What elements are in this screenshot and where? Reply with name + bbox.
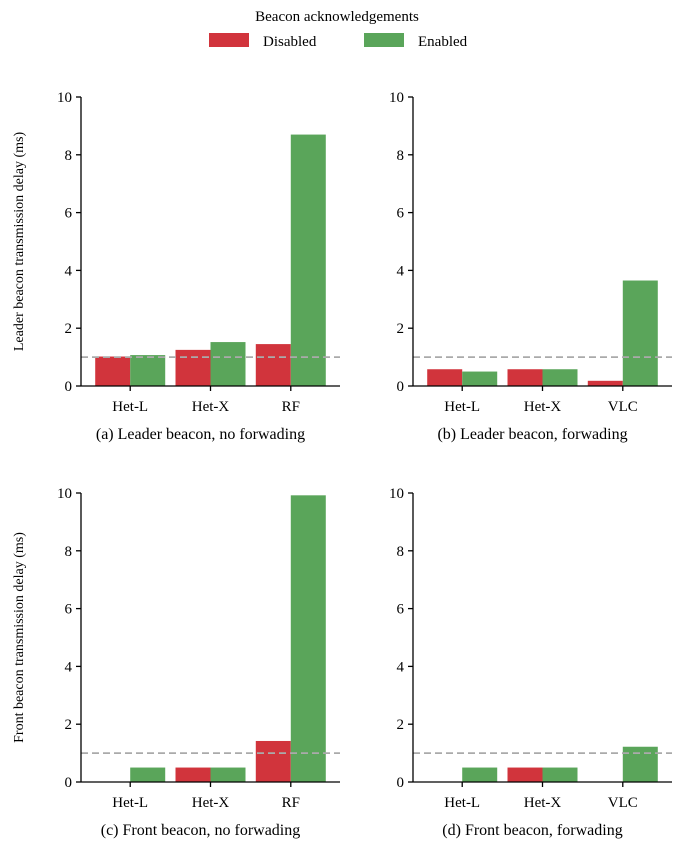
chart-panel-3: Het-L Het-X RF 0 2 4 6 8 10 Front beacon transmis… (12, 486, 340, 839)
bar-enabled-het-l (462, 371, 498, 386)
bar-enabled-vlc (622, 746, 658, 782)
y-tick-label: 8 (397, 544, 405, 560)
bar-disabled-het-x (507, 767, 543, 782)
x-tick-label: Het-X (524, 795, 562, 811)
panel-caption: (d) Front beacon, forwading (442, 822, 622, 839)
y-axis-label: Leader beacon transmission delay (ms) (12, 132, 27, 352)
bar-disabled-het-x (175, 767, 211, 782)
bar-disabled-het-l (427, 369, 463, 386)
y-tick-label: 10 (57, 486, 72, 502)
y-tick-label: 6 (397, 602, 405, 618)
y-tick-label: 2 (65, 717, 73, 733)
legend-label-enabled: Enabled (418, 34, 468, 50)
y-tick-label: 0 (397, 379, 405, 395)
legend-swatch-enabled (364, 33, 404, 47)
bar-enabled-het-x (210, 767, 246, 782)
bar-disabled-het-x (175, 349, 211, 386)
bar-enabled-rf (290, 495, 326, 782)
y-tick-label: 6 (397, 206, 405, 222)
x-tick-label: RF (282, 795, 300, 811)
legend-label-disabled: Disabled (263, 34, 317, 50)
y-tick-label: 0 (65, 379, 73, 395)
bar-disabled-rf (255, 344, 291, 386)
y-tick-label: 8 (397, 148, 405, 164)
x-tick-label: Het-L (112, 795, 148, 811)
x-tick-label: Het-L (444, 399, 480, 415)
x-tick-label: Het-X (192, 399, 230, 415)
panel-caption: (a) Leader beacon, no forwading (96, 426, 305, 443)
y-tick-label: 8 (65, 148, 73, 164)
x-tick-label: Het-X (192, 795, 230, 811)
x-tick-label: VLC (608, 795, 638, 811)
bar-disabled-het-l (95, 356, 131, 386)
y-tick-label: 0 (65, 775, 73, 791)
legend-swatch-disabled (209, 33, 249, 47)
y-tick-label: 10 (389, 90, 404, 106)
bar-enabled-het-x (542, 369, 578, 386)
y-tick-label: 4 (397, 263, 405, 279)
y-axis-label: Front beacon transmission delay (ms) (12, 532, 27, 743)
x-tick-label: Het-L (444, 795, 480, 811)
x-tick-label: Het-X (524, 399, 562, 415)
legend-title: Beacon acknowledgements (255, 9, 419, 25)
x-tick-label: RF (282, 399, 300, 415)
y-tick-label: 2 (65, 321, 73, 337)
bar-enabled-vlc (622, 280, 658, 386)
bar-enabled-rf (290, 134, 326, 386)
chart-panel-2: Het-L Het-X VLC 0 2 4 6 8 10 (b) Leader beacon, f… (389, 90, 672, 443)
bar-enabled-het-l (130, 767, 166, 782)
bar-enabled-het-l (462, 767, 498, 782)
y-tick-label: 4 (65, 659, 73, 675)
y-tick-label: 10 (389, 486, 404, 502)
panel-caption: (c) Front beacon, no forwading (101, 822, 301, 839)
y-tick-label: 6 (65, 206, 73, 222)
y-tick-label: 2 (397, 321, 405, 337)
y-tick-label: 4 (397, 659, 405, 675)
x-tick-label: VLC (608, 399, 638, 415)
bar-disabled-rf (255, 740, 291, 782)
x-tick-label: Het-L (112, 399, 148, 415)
y-tick-label: 10 (57, 90, 72, 106)
bar-disabled-het-x (507, 369, 543, 386)
chart-panel-1: Het-L Het-X RF 0 2 4 6 8 10 Leader beacon transmi… (12, 90, 340, 443)
bar-disabled-vlc (587, 380, 623, 386)
y-tick-label: 0 (397, 775, 405, 791)
bar-enabled-het-x (210, 342, 246, 386)
y-tick-label: 2 (397, 717, 405, 733)
bar-enabled-het-x (542, 767, 578, 782)
y-tick-label: 6 (65, 602, 73, 618)
bar-enabled-het-l (130, 355, 166, 386)
y-tick-label: 8 (65, 544, 73, 560)
panel-caption: (b) Leader beacon, forwading (437, 426, 627, 443)
y-tick-label: 4 (65, 263, 73, 279)
legend: Beacon acknowledgements Disabled Enabled (209, 9, 468, 50)
chart-panel-4: Het-L Het-X VLC 0 2 4 6 8 10 (d) Front beacon, fo… (389, 486, 672, 839)
